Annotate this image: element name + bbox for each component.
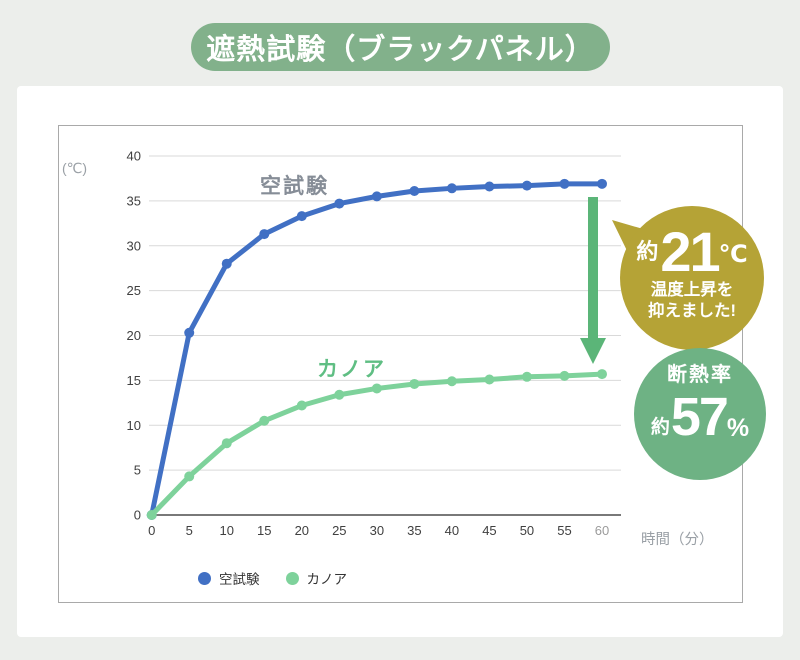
rate-value: 57	[670, 387, 729, 447]
data-point-marker	[597, 178, 607, 189]
y-tick-label: 20	[127, 328, 141, 343]
insulation-rate-circle: 断熱率 約 57 %	[634, 348, 766, 480]
data-point-marker	[446, 376, 457, 387]
title-badge: 遮熱試験（ブラックパネル）	[191, 23, 610, 71]
temperature-drop-arrow-head-icon	[580, 338, 606, 364]
data-point-marker	[146, 510, 157, 520]
temp-value: 21	[660, 220, 720, 283]
x-tick-label: 25	[332, 523, 346, 538]
data-point-marker	[371, 383, 382, 394]
data-point-marker	[597, 369, 607, 380]
legend-marker-kanoa-icon	[285, 571, 299, 585]
rate-unit: %	[726, 414, 750, 442]
temperature-reduction-value-row: 約 21 ℃	[636, 224, 747, 280]
temp-caption-line2: 抑えました!	[648, 302, 736, 320]
x-tick-label: 50	[520, 523, 534, 538]
y-axis-unit-label: (℃)	[62, 160, 88, 176]
temp-caption-line1: 温度上昇を	[650, 281, 734, 299]
temperature-reduction-bubble: 約 21 ℃ 温度上昇を 抑えました!	[620, 206, 764, 350]
x-tick-label: 35	[407, 523, 421, 538]
data-point-marker	[521, 180, 532, 191]
legend-item-kanoa: カノア	[285, 568, 348, 588]
data-point-marker	[221, 258, 232, 269]
series-label-kanoa: カノア	[317, 358, 386, 381]
line-chart: 0 5 10 15 20 25 30 35 40 0 5 10 15 20 25 30 35 40 45 50 55 60	[127, 149, 621, 538]
data-point-marker	[521, 371, 532, 382]
temp-unit: ℃	[718, 241, 748, 268]
data-point-marker	[259, 229, 270, 240]
series-line-1	[149, 371, 605, 518]
series-label-blank-test: 空試験	[260, 175, 329, 198]
x-tick-label: 40	[445, 523, 459, 538]
y-tick-label: 15	[127, 373, 141, 388]
x-tick-label: 10	[220, 523, 234, 538]
data-point-marker	[409, 186, 420, 197]
x-tick-label: 55	[557, 523, 571, 538]
y-tick-label: 25	[127, 283, 141, 298]
data-point-marker	[409, 378, 420, 389]
x-tick-label: 5	[186, 523, 193, 538]
series-line-0	[149, 181, 605, 518]
data-point-marker	[334, 198, 345, 209]
data-point-marker	[559, 178, 570, 189]
data-point-marker	[184, 471, 195, 482]
x-tick-label: 20	[295, 523, 309, 538]
y-tick-label: 30	[127, 238, 141, 253]
data-point-marker	[484, 374, 495, 385]
x-tick-label: 30	[370, 523, 384, 538]
x-tick-label: 60	[595, 523, 609, 538]
data-point-marker	[559, 370, 570, 381]
data-point-marker	[371, 191, 382, 202]
x-tick-label: 15	[257, 523, 271, 538]
data-point-marker	[221, 438, 232, 449]
legend-label-kanoa: カノア	[306, 572, 348, 587]
insulation-rate-value-row: 約 57 %	[651, 390, 749, 444]
data-point-marker	[484, 181, 495, 192]
y-tick-label: 35	[127, 193, 141, 208]
page-title: 遮熱試験（ブラックパネル）	[206, 34, 595, 66]
legend-label-blank-test: 空試験	[219, 572, 260, 587]
data-point-marker	[446, 183, 457, 194]
data-point-marker	[259, 415, 270, 426]
y-tick-label: 0	[134, 508, 141, 523]
insulation-rate-title: 断熱率	[667, 364, 733, 386]
y-tick-label: 10	[127, 418, 141, 433]
data-point-marker	[184, 327, 195, 338]
x-axis-title: 時間（分）	[641, 532, 714, 548]
y-tick-label: 5	[134, 463, 141, 478]
chart-legend: 空試験 カノア	[198, 568, 347, 588]
rate-approx-prefix: 約	[650, 417, 670, 438]
x-tick-label: 0	[148, 523, 155, 538]
data-point-marker	[296, 211, 307, 222]
x-tick-label: 45	[482, 523, 496, 538]
legend-marker-blank-test-icon	[198, 571, 211, 585]
data-point-marker	[296, 400, 307, 411]
data-point-marker	[334, 389, 345, 400]
temperature-drop-arrow-shaft	[588, 197, 598, 339]
chart-frame: 0 5 10 15 20 25 30 35 40 0 5 10 15 20 25 30 35 40 45 50 55 60	[58, 125, 743, 603]
legend-item-blank-test: 空試験	[198, 568, 260, 588]
temp-approx-prefix: 約	[636, 239, 659, 264]
y-tick-label: 40	[127, 149, 141, 164]
